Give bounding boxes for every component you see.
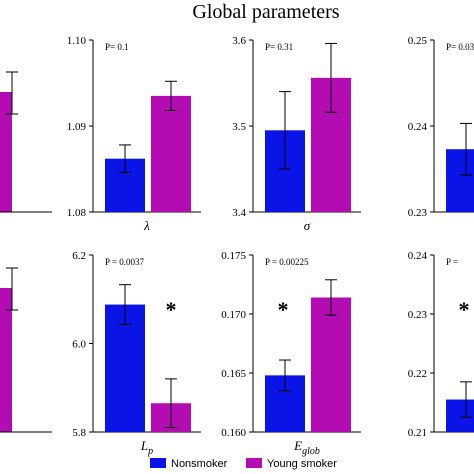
y-tick-label: 3.6 [232, 35, 246, 47]
y-tick-label: 0.165 [221, 368, 246, 380]
y-tick-label: 0.160 [221, 427, 246, 439]
x-axis-label: σ [304, 218, 311, 233]
chart-panel [0, 267, 52, 433]
chart-panel: 5.8 6.0 6.2 P = 0.0037 * Lp [72, 250, 201, 457]
p-value-label: P= 0.31 [265, 42, 293, 52]
y-tick-label: 1.09 [67, 121, 87, 133]
chart-panel: 1.08 1.09 1.10 P= 0.1 λ [67, 35, 201, 233]
bar [151, 95, 191, 212]
p-value-label: P = [446, 257, 458, 267]
p-value-label: P= 0.03 [446, 42, 474, 52]
y-tick-label: 3.5 [232, 121, 246, 133]
panels: 1.08 1.09 1.10 P= 0.1 λ 3.4 3.5 3.6 P= 0.31 σ 0.23… [0, 35, 474, 457]
x-axis-label: Lp [140, 438, 153, 457]
legend-label: Nonsmoker [171, 458, 228, 470]
chart-panel: 0.23 0.24 0.25 P= 0.03 [408, 35, 474, 219]
y-tick-label: 0.21 [408, 427, 427, 439]
y-tick-label: 1.10 [67, 35, 87, 47]
y-tick-label: 5.8 [72, 427, 86, 439]
chart-panel [0, 71, 52, 213]
significance-star: * [166, 297, 177, 322]
y-tick-label: 0.24 [408, 121, 428, 133]
y-tick-label: 0.23 [408, 207, 428, 219]
p-value-label: P= 0.1 [105, 42, 129, 52]
y-tick-label: 6.0 [72, 339, 86, 351]
y-tick-label: 0.175 [221, 250, 246, 262]
y-tick-label: 0.24 [408, 250, 428, 262]
y-tick-label: 3.4 [232, 207, 246, 219]
y-tick-label: 0.22 [408, 368, 427, 380]
p-value-label: P = 0.00225 [265, 257, 309, 267]
y-tick-label: 0.170 [221, 309, 246, 321]
p-value-label: P = 0.0037 [105, 257, 144, 267]
y-tick-label: 0.23 [408, 309, 428, 321]
y-tick-label: 0.25 [408, 35, 428, 47]
significance-star: * [278, 297, 289, 322]
legend-label: Young smoker [267, 458, 337, 470]
chart-panel: 3.4 3.5 3.6 P= 0.31 σ [232, 35, 361, 233]
bar [446, 149, 474, 212]
chart-panel: 0.160 0.165 0.170 0.175 P = 0.00225 * Eglob [221, 250, 361, 457]
legend-swatch [246, 458, 262, 468]
x-axis-label: λ [143, 218, 150, 233]
chart-panel: 0.21 0.22 0.23 0.24 P = * [408, 250, 474, 439]
bar [446, 399, 474, 432]
y-tick-label: 1.08 [67, 207, 87, 219]
bar [0, 92, 12, 212]
bar [105, 304, 145, 432]
figure-title: Global parameters [192, 1, 339, 23]
legend: Nonsmoker Young smoker [150, 458, 337, 470]
y-tick-label: 6.2 [72, 250, 86, 262]
x-axis-label: Eglob [293, 438, 320, 457]
legend-swatch [150, 458, 166, 468]
significance-star: * [459, 297, 470, 322]
bar [0, 288, 12, 432]
bar [311, 297, 351, 432]
